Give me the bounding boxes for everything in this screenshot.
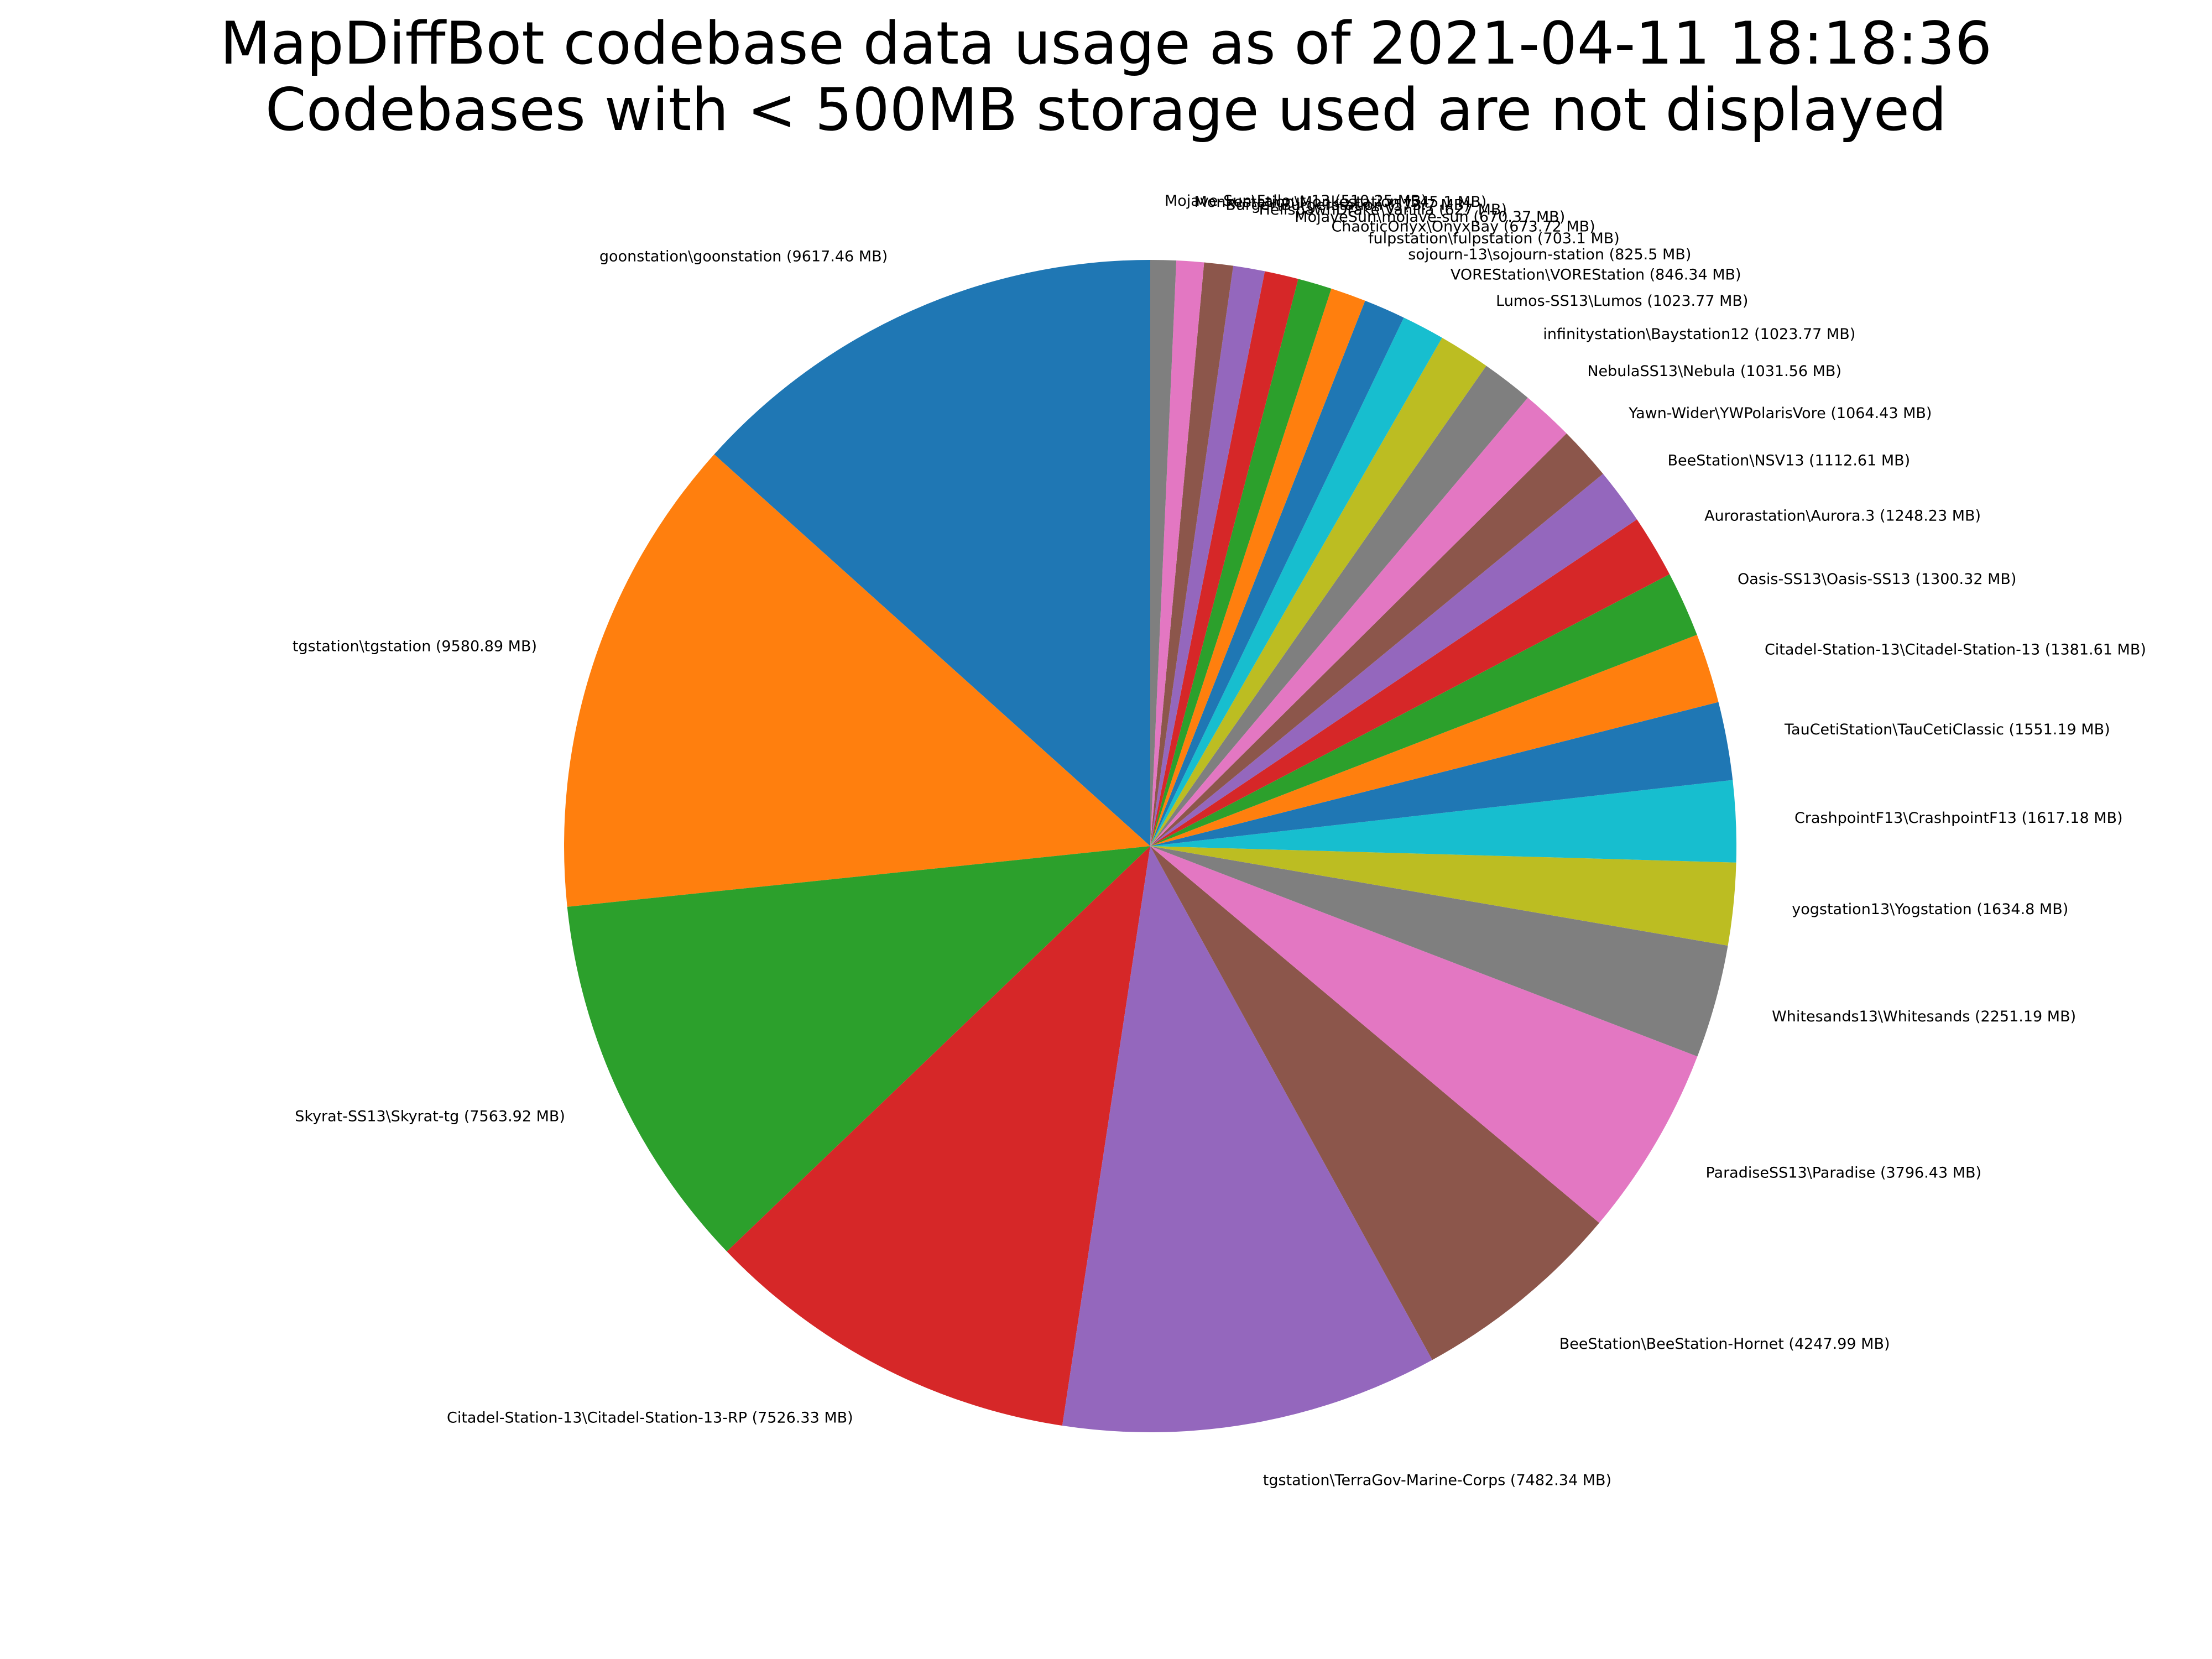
slice-label-20: sojourn-13\sojourn-station (825.5 MB): [1408, 246, 1691, 263]
pie-labels: goonstation\goonstation (9617.46 MB) tgst…: [293, 192, 2146, 1489]
pie-slice-6: [1150, 846, 1698, 1223]
slice-label-6: ParadiseSS13\Paradise (3796.43 MB): [1705, 1165, 1981, 1182]
pie-slice-26: [1150, 260, 1204, 846]
pie-slice-14: [1150, 473, 1637, 846]
pie-slice-0: [714, 260, 1150, 846]
pie-slice-16: [1150, 398, 1567, 846]
pie-slice-12: [1150, 574, 1697, 846]
pie-slice-18: [1150, 337, 1486, 846]
chart-title-line-1: MapDiffBot codebase data usage as of 202…: [220, 9, 1992, 77]
pie-slice-21: [1150, 288, 1365, 846]
slice-label-12: Oasis-SS13\Oasis-SS13 (1300.32 MB): [1738, 571, 2016, 588]
chart-title-line-2: Codebases with < 500MB storage used are …: [265, 76, 1947, 144]
slice-label-25: Burger\Burgerstation (573.7 MB): [1225, 196, 1470, 213]
slice-label-0: goonstation\goonstation (9617.46 MB): [599, 248, 888, 265]
pie-slice-4: [1062, 846, 1433, 1433]
pie-slice-25: [1150, 262, 1234, 846]
slice-label-9: CrashpointF13\CrashpointF13 (1617.18 MB): [1794, 810, 2123, 827]
pie-slice-22: [1150, 279, 1332, 847]
slice-label-17: infinitystation\Baystation12 (1023.77 MB…: [1543, 326, 1855, 343]
slice-label-23: MojaveSun\mojave-sun (670.37 MB): [1295, 208, 1565, 226]
pie-slice-19: [1150, 317, 1442, 846]
pie-slice-3: [727, 846, 1150, 1426]
slice-label-2: Skyrat-SS13\Skyrat-tg (7563.92 MB): [295, 1108, 565, 1125]
slice-label-13: Aurorastation\Aurora.3 (1248.23 MB): [1704, 507, 1981, 524]
pie-slice-11: [1150, 634, 1719, 846]
pie-slice-8: [1150, 846, 1736, 946]
pie-slice-23: [1150, 271, 1298, 847]
pie-slice-13: [1150, 519, 1670, 846]
pie-slice-17: [1150, 366, 1528, 846]
slice-label-14: BeeStation\NSV13 (1112.61 MB): [1668, 452, 1911, 469]
pie-slice-1: [564, 454, 1150, 907]
slice-label-10: TauCetiStation\TauCetiClassic (1551.19 M…: [1784, 721, 2110, 738]
slice-label-15: Yawn-Wider\YWPolarisVore (1064.43 MB): [1628, 405, 1932, 422]
slice-label-22: ChaoticOnyx\OnyxBay (673.72 MB): [1331, 218, 1595, 235]
slice-label-3: Citadel-Station-13\Citadel-Station-13-RP…: [447, 1409, 853, 1426]
slice-label-4: tgstation\TerraGov-Marine-Corps (7482.34…: [1263, 1472, 1611, 1489]
slice-label-16: NebulaSS13\Nebula (1031.56 MB): [1587, 363, 1841, 380]
pie-slice-9: [1150, 780, 1736, 863]
slice-label-18: Lumos-SS13\Lumos (1023.77 MB): [1496, 293, 1748, 310]
pie-slice-5: [1150, 846, 1599, 1360]
slice-label-21: fulpstation\fulpstation (703.1 MB): [1368, 230, 1620, 247]
slice-label-24: HellspawnDrake\Vanilla (627 MB): [1259, 201, 1507, 218]
slice-label-7: Whitesands13\Whitesands (2251.19 MB): [1772, 1008, 2076, 1025]
pie-slice-2: [567, 846, 1150, 1252]
pie-slice-7: [1150, 846, 1728, 1057]
slice-label-26: Monkestation\Monkestation (545.1 MB): [1194, 194, 1487, 211]
slice-label-11: Citadel-Station-13\Citadel-Station-13 (1…: [1765, 641, 2146, 658]
slice-label-8: yogstation13\Yogstation (1634.8 MB): [1792, 901, 2068, 918]
pie-slice-24: [1150, 265, 1265, 847]
pie-slice-27: [1150, 260, 1177, 846]
slice-label-27: Mojave-Sun\Fallout-13 (510.25 MB): [1165, 192, 1427, 210]
pie-slice-20: [1150, 300, 1404, 846]
slice-label-1: tgstation\tgstation (9580.89 MB): [293, 638, 537, 655]
pie-slice-15: [1150, 433, 1603, 846]
slice-label-5: BeeStation\BeeStation-Hornet (4247.99 MB…: [1559, 1335, 1890, 1353]
pie-slice-10: [1150, 702, 1733, 846]
pie-slices: [564, 260, 1736, 1433]
slice-label-19: VOREStation\VOREStation (846.34 MB): [1451, 267, 1741, 284]
